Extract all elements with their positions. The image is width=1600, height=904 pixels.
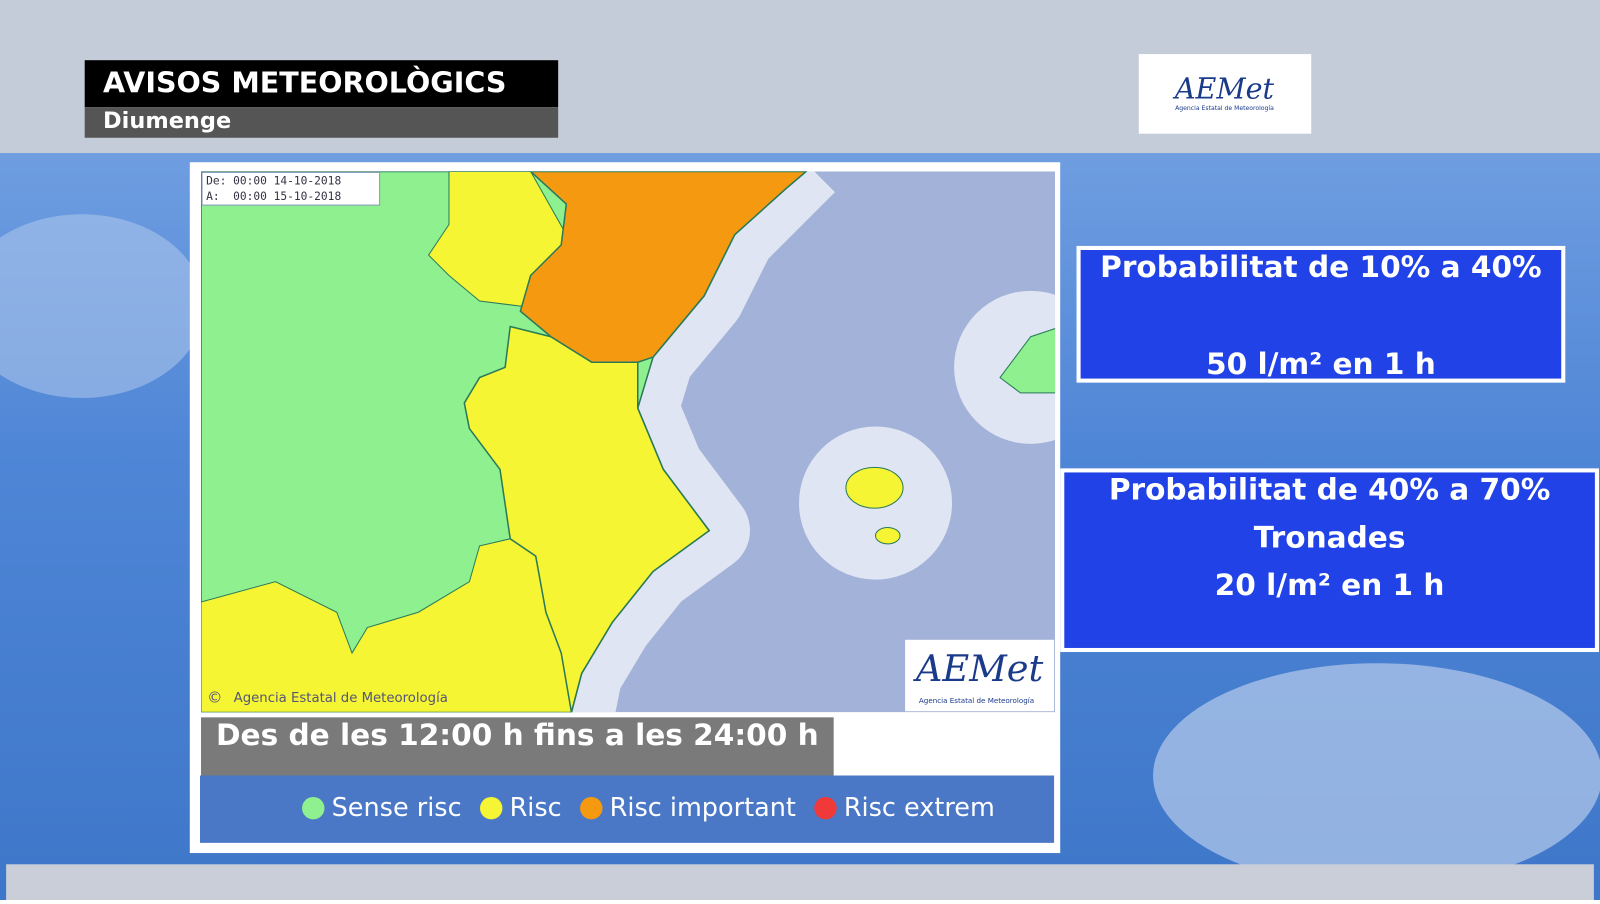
title: AVISOS METEOROLÒGICS (103, 66, 506, 100)
legend-dot (814, 796, 837, 820)
subtitle: Diumenge (103, 108, 231, 134)
time-range: Des de les 12:00 h fins a les 24:00 h (216, 718, 819, 752)
info-boxes: Probabilitat de 10% a 40% 50 l/m² en 1 h P… (1060, 245, 1599, 653)
copyright: Agencia Estatal de Meteorología (234, 690, 448, 706)
copyright-symbol: © (207, 688, 222, 706)
legend-dot (302, 796, 325, 820)
time-bar (201, 717, 834, 777)
title-bar (84, 60, 559, 108)
date-from: De: 00:00 14-10-2018 (206, 175, 341, 188)
bottom-band (6, 864, 1594, 900)
date-to: A: 00:00 15-10-2018 (206, 190, 341, 203)
legend-bar (200, 775, 1055, 843)
island (999, 328, 1056, 394)
cloud (0, 214, 205, 398)
legend-label: Risc important (610, 793, 796, 823)
legend: Sense risc Risc Risc important Risc extrem (302, 793, 995, 823)
island (875, 527, 901, 545)
logo-tagline: Agencia Estatal de Meteorología (1175, 104, 1274, 112)
island-waters (954, 290, 1056, 444)
logo-name: AEMet (1172, 71, 1275, 105)
legend-dot (580, 796, 603, 820)
region-orange (519, 171, 808, 364)
date-box (201, 171, 381, 206)
map: De: 00:00 14-10-2018 A: 00:00 15-10-2018… (201, 171, 1056, 713)
info-line: Tronades (1254, 520, 1406, 554)
map-logo-box (905, 639, 1055, 712)
region-yellow (463, 325, 711, 713)
info-box (1076, 245, 1566, 383)
map-logo-name: AEMet (913, 647, 1044, 690)
info-line: Probabilitat de 10% a 40% (1100, 250, 1542, 284)
info-line: 50 l/m² en 1 h (1206, 347, 1436, 381)
legend-dot (480, 796, 503, 820)
region-yellow (427, 171, 567, 307)
cloud (1153, 663, 1600, 888)
logo-box (1138, 54, 1312, 134)
info-box (1060, 468, 1599, 653)
legend-label: Sense risc (332, 793, 462, 823)
subtitle-bar (84, 107, 559, 138)
info-line: Probabilitat de 40% a 70% (1109, 472, 1551, 506)
legend-label: Risc extrem (844, 793, 995, 823)
map-logo-tagline: Agencia Estatal de Meteorología (919, 696, 1034, 705)
island (845, 466, 904, 509)
info-line: 20 l/m² en 1 h (1215, 568, 1445, 602)
legend-label: Risc (510, 793, 562, 823)
